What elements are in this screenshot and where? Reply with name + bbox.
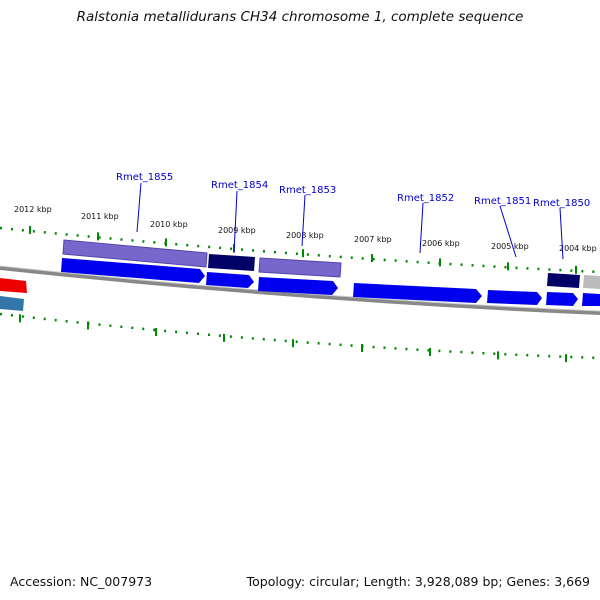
gene-label-rmet-1851[interactable]: Rmet_1851: [474, 196, 531, 207]
gene-arrow[interactable]: [258, 277, 338, 295]
gene-rmet-1850[interactable]: [547, 273, 580, 288]
gene-arrow[interactable]: [206, 272, 254, 288]
kbp-label: 2007 kbp: [354, 235, 392, 244]
kbp-label: 2008 kbp: [286, 231, 324, 240]
gene-label-rmet-1854[interactable]: Rmet_1854: [211, 180, 268, 191]
lower-gene-track: [61, 258, 600, 306]
gene-leader-lines: [136, 182, 564, 260]
gene-label-rmet-1852[interactable]: Rmet_1852: [397, 193, 454, 204]
gene-rmet-1853[interactable]: [258, 257, 342, 278]
map-title: Ralstonia metallidurans CH34 chromosome …: [76, 9, 524, 25]
kbp-label: 2004 kbp: [559, 244, 597, 253]
genome-summary-text: Topology: circular; Length: 3,928,089 bp…: [246, 574, 590, 589]
gene-rmet-1854[interactable]: [208, 254, 255, 271]
chromosome-backbone: [0, 266, 600, 315]
gene-rmet-1855[interactable]: [62, 239, 208, 268]
gene-arrow[interactable]: [582, 293, 600, 306]
kbp-label: 2011 kbp: [81, 212, 119, 221]
gene-steel[interactable]: [0, 296, 24, 311]
kbp-label: 2010 kbp: [150, 220, 188, 229]
upper-gene-track: [62, 239, 600, 289]
gene-gray[interactable]: [583, 275, 600, 289]
kbp-label: 2005 kbp: [491, 242, 529, 251]
gene-arrow[interactable]: [546, 292, 578, 306]
gene-label-rmet-1853[interactable]: Rmet_1853: [279, 185, 336, 196]
kbp-label: 2009 kbp: [218, 226, 256, 235]
inner-tick-ring: [0, 312, 600, 363]
gene-arrow[interactable]: [353, 283, 482, 303]
gene-label-rmet-1855[interactable]: Rmet_1855: [116, 172, 173, 183]
gene-label-rmet-1850[interactable]: Rmet_1850: [533, 198, 590, 209]
gene-arrow[interactable]: [61, 258, 205, 283]
kbp-label: 2012 kbp: [14, 205, 52, 214]
accession-text: Accession: NC_007973: [10, 574, 153, 589]
gene-arrow[interactable]: [487, 290, 542, 305]
kbp-label: 2006 kbp: [422, 239, 460, 248]
gene-red[interactable]: [0, 278, 27, 293]
